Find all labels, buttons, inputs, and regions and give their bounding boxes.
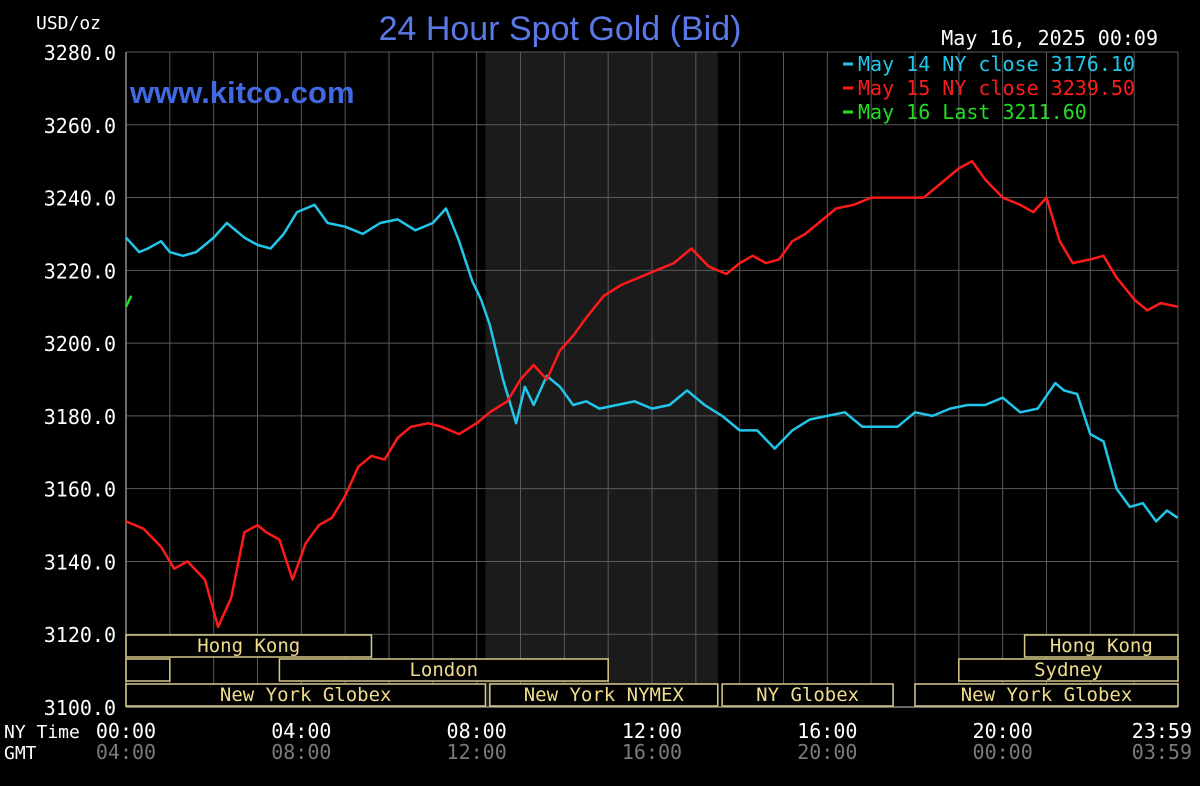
y-tick-label: 3260.0 xyxy=(44,114,116,138)
shaded-period-layer xyxy=(485,52,718,707)
units-label: USD/oz xyxy=(36,13,101,34)
y-tick-label: 3100.0 xyxy=(44,696,116,720)
legend-label-may14: May 14 NY close 3176.10 xyxy=(858,52,1135,76)
session-label: New York NYMEX xyxy=(524,684,685,706)
y-tick-label: 3200.0 xyxy=(44,332,116,356)
session-label: London xyxy=(409,659,478,681)
x-tick-label-gmt: 16:00 xyxy=(622,740,682,764)
y-tick-label: 3180.0 xyxy=(44,405,116,429)
session-bar xyxy=(1023,634,1179,658)
website-watermark: www.kitco.com xyxy=(129,75,355,110)
session-bar xyxy=(278,658,609,682)
session-bar xyxy=(125,683,487,707)
y-tick-label: 3240.0 xyxy=(44,187,116,211)
session-label: NY Globex xyxy=(756,684,859,706)
series-layer xyxy=(124,159,1179,629)
session-bar xyxy=(958,658,1179,682)
series-line-2 xyxy=(125,159,1178,629)
x-tick-label-ny: 00:00 xyxy=(96,719,156,743)
legend-label-may16: May 16 Last 3211.60 xyxy=(858,100,1087,124)
legend: May 14 NY close 3176.10 May 15 NY close … xyxy=(843,52,1135,124)
session-bar xyxy=(125,658,171,682)
x-tick-label-ny: 08:00 xyxy=(447,719,507,743)
session-bar xyxy=(721,683,894,707)
session-bar xyxy=(489,683,719,707)
session-label: New York Globex xyxy=(220,684,392,706)
x-tick-label-ny: 20:00 xyxy=(973,719,1033,743)
x-tick-label-ny: 04:00 xyxy=(271,719,331,743)
series-line-1 xyxy=(125,203,1179,523)
gmt-row-label: GMT xyxy=(4,743,37,764)
x-tick-label-ny: 12:00 xyxy=(622,719,682,743)
session-bars-layer: Hong Kong Hong Kong London Sydney New York G… xyxy=(125,634,1179,707)
y-tick-label: 3220.0 xyxy=(44,259,116,283)
series-line-3 xyxy=(124,295,133,308)
session-bar xyxy=(914,683,1179,707)
session-label: Sydney xyxy=(1034,659,1103,681)
y-tick-label: 3120.0 xyxy=(44,623,116,647)
y-tick-label: 3140.0 xyxy=(44,550,116,574)
chart-title: 24 Hour Spot Gold (Bid) xyxy=(379,10,742,48)
timestamp: May 16, 2025 00:09 xyxy=(941,26,1158,50)
session-label: Hong Kong xyxy=(197,635,300,657)
x-tick-label-gmt: 20:00 xyxy=(797,740,857,764)
x-tick-label-ny: 23:59 xyxy=(1132,719,1192,743)
x-tick-label-gmt: 08:00 xyxy=(271,740,331,764)
ny-time-row-label: NY Time xyxy=(4,722,80,743)
session-label: Hong Kong xyxy=(1050,635,1153,657)
axis-labels-layer: 3100.0 3120.0 3140.0 3160.0 3180.0 3200.0 3220… xyxy=(44,41,1192,764)
x-tick-label-gmt: 00:00 xyxy=(973,740,1033,764)
nymex-shaded-region xyxy=(485,52,718,707)
y-tick-label: 3280.0 xyxy=(44,41,116,65)
y-tick-label: 3160.0 xyxy=(44,478,116,502)
x-tick-label-gmt: 04:00 xyxy=(96,740,156,764)
x-tick-label-gmt: 12:00 xyxy=(447,740,507,764)
session-bar xyxy=(125,634,373,658)
legend-label-may15: May 15 NY close 3239.50 xyxy=(858,76,1135,100)
grid-layer xyxy=(125,51,1179,708)
x-tick-label-gmt: 03:59 xyxy=(1132,740,1192,764)
session-label: New York Globex xyxy=(961,684,1133,706)
x-tick-label-ny: 16:00 xyxy=(797,719,857,743)
